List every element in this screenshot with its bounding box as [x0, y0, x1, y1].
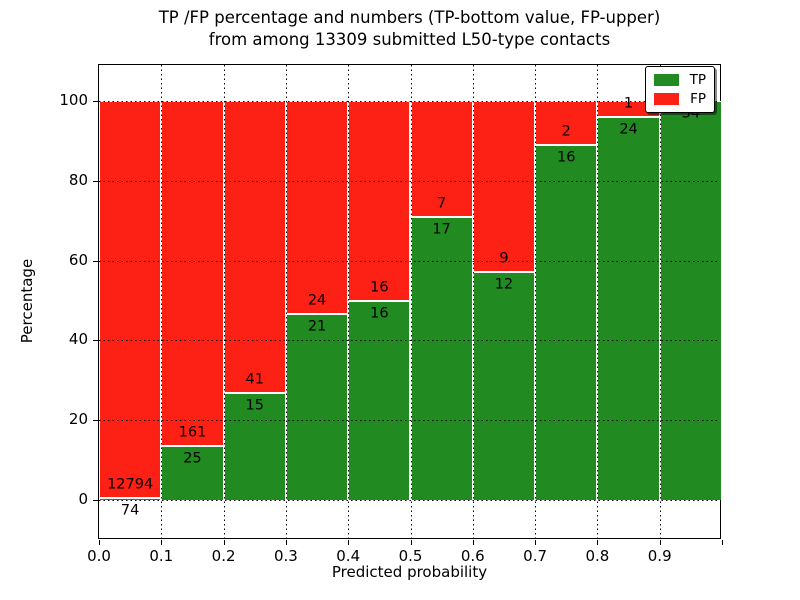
v-gridline: [348, 65, 350, 538]
v-gridline: [161, 65, 163, 538]
bar-segment-tp: [472, 271, 536, 501]
tp-count-label: 74: [120, 502, 140, 519]
x-tick-mark: [659, 540, 661, 545]
fp-swatch-icon: [654, 93, 679, 105]
fp-count-label: 16: [370, 279, 389, 295]
h-gridline: [99, 180, 720, 182]
bar-segment-tp: [535, 145, 598, 501]
tp-count-label: 17: [432, 221, 451, 238]
x-tick-label: 0.2: [211, 547, 236, 565]
bar-segment-tp: [223, 393, 286, 501]
x-tick-label: 0.6: [460, 547, 485, 565]
tp-count-label: 21: [307, 318, 327, 335]
v-gridline: [597, 65, 599, 538]
x-tick-mark: [161, 540, 163, 545]
legend-entry: FP: [654, 92, 706, 106]
x-tick-label: 0.1: [149, 547, 174, 565]
h-gridline: [99, 340, 720, 342]
x-tick-label: 0.3: [273, 547, 298, 565]
bar-segment-tp: [597, 116, 660, 501]
y-tick-mark: [93, 340, 99, 342]
bar-segment-tp: [99, 497, 162, 501]
tp-count-label: 16: [557, 149, 576, 166]
fp-count-label: 24: [307, 292, 327, 309]
x-tick-label: 0.8: [585, 547, 610, 565]
tp-swatch-icon: [654, 74, 679, 86]
h-gridline: [99, 500, 720, 502]
fp-count-label: 1: [623, 95, 634, 112]
fp-count-label: 2: [561, 123, 571, 140]
v-gridline: [472, 65, 474, 538]
fp-count-label: 41: [245, 371, 264, 388]
x-tick-mark: [99, 540, 100, 545]
bar-segment-fp: [285, 100, 349, 314]
v-gridline: [410, 65, 412, 538]
x-tick-mark: [285, 540, 287, 545]
x-tick-label: 0.9: [647, 547, 672, 565]
tp-count-label: 25: [183, 450, 202, 467]
v-gridline: [659, 65, 661, 538]
y-tick-mark: [93, 420, 99, 422]
bar-segment-tp: [285, 313, 349, 501]
x-tick-mark: [535, 540, 537, 545]
plot-area: 127947416125411524211616717912216124034 …: [87, 64, 723, 565]
bar-segment-tp: [659, 100, 722, 501]
y-tick-label: 0: [78, 490, 88, 509]
bar-segment-fp: [348, 100, 411, 301]
x-tick-label: 0.4: [336, 547, 361, 565]
fp-count-label: 7: [437, 195, 447, 212]
x-tick-mark: [410, 540, 412, 545]
x-tick-mark: [597, 540, 599, 545]
chart-title-line1: TP /FP percentage and numbers (TP-bottom…: [158, 8, 661, 27]
fp-count-label: 12794: [107, 476, 154, 493]
v-gridline: [285, 65, 287, 538]
bar-segment-fp: [535, 100, 598, 146]
tp-count-label: 24: [619, 121, 638, 138]
y-tick-mark: [93, 260, 99, 262]
x-tick-mark: [348, 540, 350, 545]
y-tick-label: 20: [68, 410, 88, 429]
h-gridline: [99, 100, 720, 102]
legend-label: FP: [690, 91, 706, 107]
x-tick-mark: [722, 540, 723, 545]
tp-count-label: 16: [370, 305, 389, 321]
tp-count-label: 12: [494, 276, 514, 293]
y-tick-label: 60: [68, 250, 88, 269]
y-tick-mark: [93, 180, 99, 182]
legend-entry: TP: [654, 73, 706, 87]
bar-segment-fp: [99, 100, 162, 498]
bar-segment-fp: [472, 100, 536, 272]
y-tick-mark: [93, 500, 99, 502]
bar-segment-fp: [223, 100, 286, 394]
bar-segment-fp: [410, 100, 473, 218]
x-axis-label: Predicted probability: [331, 563, 488, 581]
x-tick-mark: [472, 540, 474, 545]
x-tick-label: 0.7: [523, 547, 548, 565]
fp-count-label: 161: [178, 424, 207, 441]
chart-title: TP /FP percentage and numbers (TP-bottom…: [98, 7, 721, 51]
h-gridline: [99, 420, 720, 422]
x-tick-label: 0.5: [398, 547, 423, 565]
tp-count-label: 15: [245, 397, 264, 414]
x-tick-label: 0.0: [87, 547, 111, 565]
chart-title-line2: from among 13309 submitted L50-type cont…: [208, 30, 611, 49]
x-tick-mark: [223, 540, 225, 545]
y-tick-label: 40: [68, 330, 88, 349]
y-tick-mark: [93, 100, 99, 102]
bar-segment-fp: [161, 100, 224, 447]
h-gridline: [99, 260, 720, 262]
legend-label: TP: [689, 72, 706, 88]
bar-segment-tp: [161, 446, 224, 501]
fp-count-label: 9: [499, 250, 509, 267]
v-gridline: [535, 65, 537, 538]
y-tick-label: 100: [59, 90, 88, 109]
v-gridline: [223, 65, 225, 538]
bar-segment-tp: [348, 300, 411, 501]
y-tick-label: 80: [68, 170, 88, 189]
legend: TP FP: [645, 66, 715, 113]
